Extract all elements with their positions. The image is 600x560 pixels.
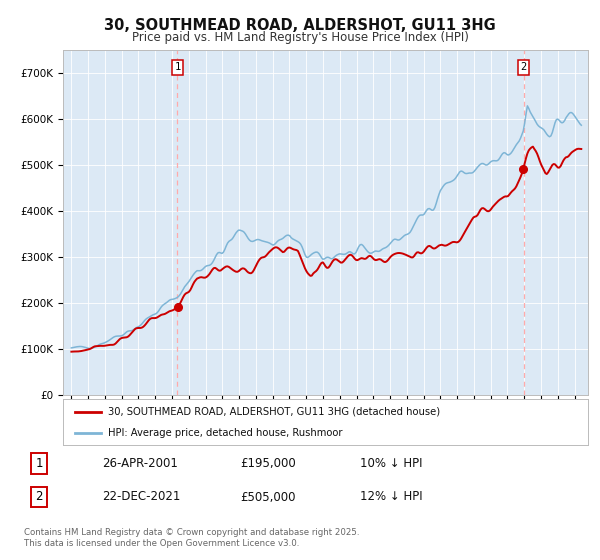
Text: 12% ↓ HPI: 12% ↓ HPI [360,491,422,503]
Text: 1: 1 [35,457,43,470]
Text: £505,000: £505,000 [240,491,296,503]
Text: £195,000: £195,000 [240,457,296,470]
Text: 2: 2 [35,491,43,503]
Text: 2: 2 [521,63,527,72]
Text: 22-DEC-2021: 22-DEC-2021 [102,491,181,503]
Text: Price paid vs. HM Land Registry's House Price Index (HPI): Price paid vs. HM Land Registry's House … [131,31,469,44]
Text: 1: 1 [174,63,181,72]
Text: Contains HM Land Registry data © Crown copyright and database right 2025.
This d: Contains HM Land Registry data © Crown c… [24,528,359,548]
Text: 30, SOUTHMEAD ROAD, ALDERSHOT, GU11 3HG: 30, SOUTHMEAD ROAD, ALDERSHOT, GU11 3HG [104,18,496,33]
Text: 26-APR-2001: 26-APR-2001 [102,457,178,470]
Text: 30, SOUTHMEAD ROAD, ALDERSHOT, GU11 3HG (detached house): 30, SOUTHMEAD ROAD, ALDERSHOT, GU11 3HG … [107,407,440,417]
Text: 10% ↓ HPI: 10% ↓ HPI [360,457,422,470]
Text: HPI: Average price, detached house, Rushmoor: HPI: Average price, detached house, Rush… [107,428,342,438]
